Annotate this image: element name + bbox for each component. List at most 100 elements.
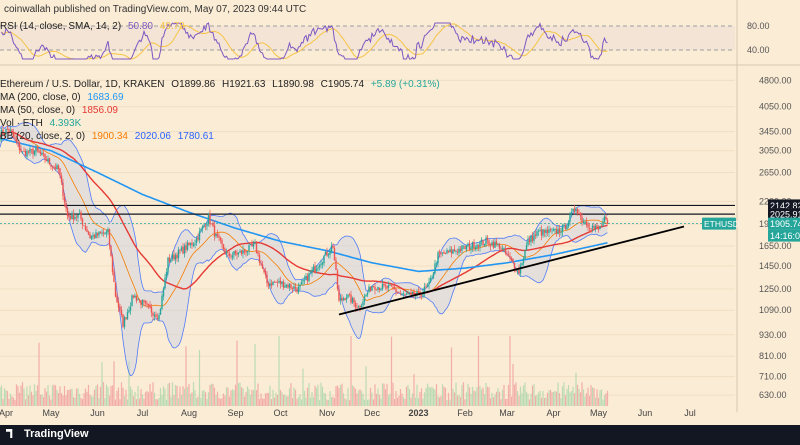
candle-body (42, 153, 45, 155)
candle-body (66, 208, 69, 217)
candle-body (329, 251, 331, 255)
ma50-value: 1856.09 (81, 105, 118, 116)
candle-body (213, 225, 216, 237)
candle-body (209, 213, 211, 225)
x-tick-label: Jul (137, 408, 149, 418)
candle-body (119, 306, 121, 310)
candle (212, 219, 214, 228)
candle (252, 240, 255, 250)
volume-bar (494, 394, 496, 406)
candle-body (251, 243, 253, 247)
volume-bar (527, 393, 529, 406)
candle (377, 286, 379, 293)
candle (317, 265, 319, 272)
rsi-legend: RSI (14, close, SMA, 14, 2) 50.80 49.78 (0, 21, 185, 32)
volume-bar (48, 395, 51, 406)
candle-body (125, 317, 127, 319)
volume-bar (587, 387, 589, 406)
candle-body (92, 235, 94, 237)
volume-bar (189, 393, 192, 406)
x-tick-label: Oct (273, 408, 288, 418)
candle-body (257, 252, 259, 255)
candle (345, 293, 348, 303)
candle-body (71, 212, 73, 220)
candle (542, 228, 544, 238)
candle-body (272, 281, 274, 285)
candle (539, 226, 541, 232)
candle-body (300, 281, 303, 284)
x-tick-label: Aug (181, 408, 197, 418)
candle-body (596, 225, 598, 228)
candle (473, 239, 475, 252)
volume-bar (75, 388, 78, 406)
volume-bar (248, 388, 250, 406)
candle (555, 226, 558, 237)
candle-body (33, 150, 36, 155)
x-tick-label: Jun (638, 408, 653, 418)
candle-body (321, 262, 324, 265)
volume-bar (165, 399, 168, 406)
candle (0, 136, 1, 143)
candle (119, 303, 121, 314)
candle-body (30, 149, 33, 150)
candle (44, 153, 46, 164)
candle-body (75, 216, 78, 218)
volume-bar (558, 393, 561, 406)
candle-body (96, 232, 99, 236)
candle-body (365, 294, 367, 296)
candle-body (399, 293, 402, 294)
volume-bar (258, 399, 261, 406)
candle (176, 252, 178, 262)
volume-bar (33, 384, 36, 406)
candle-body (24, 150, 27, 157)
candle (399, 290, 402, 296)
volume-bar (260, 393, 262, 406)
candle (372, 285, 375, 288)
volume-bar (345, 399, 348, 406)
candle-body (0, 137, 1, 139)
candle-body (551, 230, 553, 232)
volume-bar (390, 336, 393, 406)
candle-body (293, 286, 295, 289)
candle-body (494, 241, 496, 248)
volume-bar (275, 392, 277, 406)
candle-body (87, 231, 90, 235)
candle-body (237, 252, 240, 255)
candle (261, 260, 264, 269)
candle-body (369, 286, 372, 292)
candle (342, 296, 345, 302)
candle (350, 290, 352, 305)
candle-body (342, 298, 345, 301)
volume-bar (366, 399, 369, 406)
volume-bar (374, 384, 376, 406)
candle-body (284, 285, 286, 288)
volume-bar (72, 397, 75, 406)
volume-bar (563, 382, 565, 406)
candle-body (332, 245, 334, 248)
volume-bar (227, 387, 229, 406)
candle (275, 281, 277, 283)
volume-bar (326, 399, 328, 406)
volume-bar (68, 389, 70, 406)
candle (383, 283, 385, 288)
candle (0, 127, 3, 143)
candle-body (177, 249, 180, 259)
candle-body (281, 281, 283, 284)
volume-bar (185, 346, 187, 406)
volume-bar (51, 385, 54, 406)
volume-bar (477, 336, 480, 406)
volume-bar (303, 390, 306, 406)
candle (164, 273, 166, 290)
candle (530, 234, 532, 247)
volume-bar (141, 394, 144, 406)
volume-bar (182, 386, 184, 406)
tradingview-logo[interactable]: TradingView (6, 428, 89, 440)
candle-body (98, 231, 100, 236)
candle-body (455, 251, 457, 252)
candle (294, 283, 297, 293)
volume-bar (380, 398, 382, 406)
price-label-countdown: 14:16:09 (770, 231, 800, 241)
candle-body (128, 310, 130, 313)
candle-body (512, 259, 514, 263)
